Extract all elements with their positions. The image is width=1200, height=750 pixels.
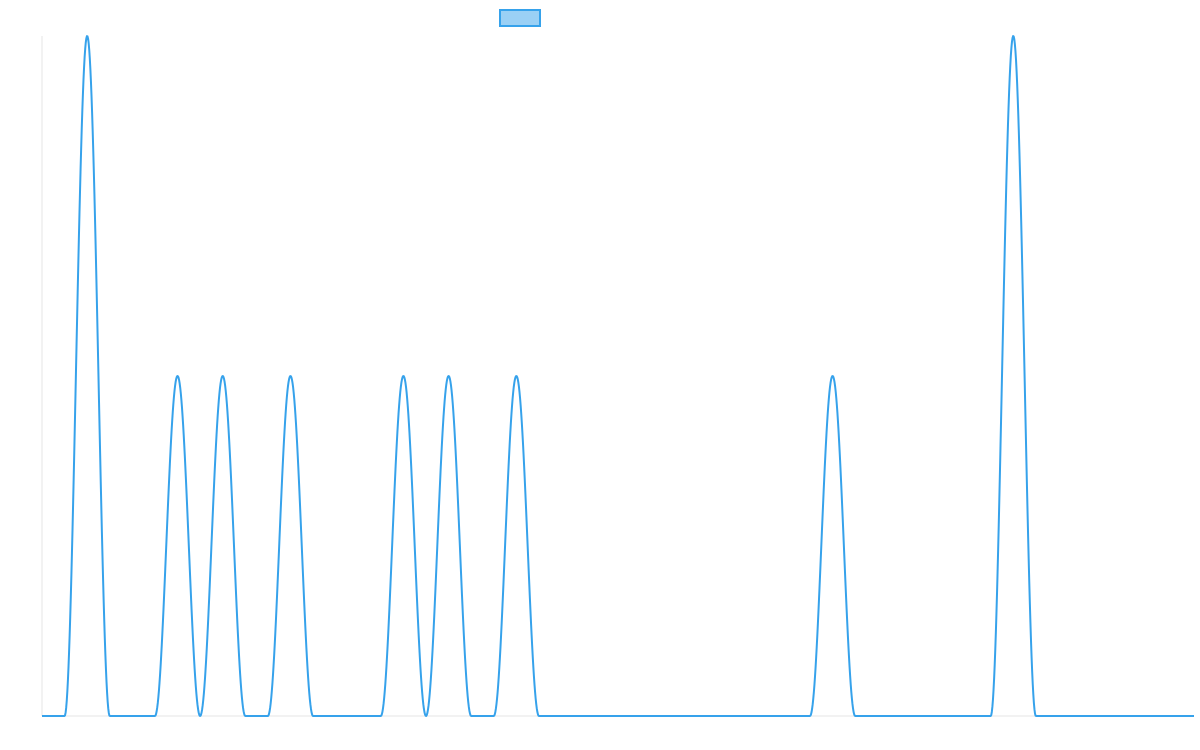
data-point-8[interactable]	[1010, 33, 1016, 39]
data-point-3[interactable]	[287, 373, 293, 379]
data-point-5[interactable]	[446, 373, 452, 379]
series-line-0[interactable]	[41, 35, 1195, 717]
legend[interactable]	[499, 9, 541, 27]
series-layer	[41, 33, 1195, 717]
data-point-7[interactable]	[830, 373, 836, 379]
data-point-2[interactable]	[220, 373, 226, 379]
axes	[41, 36, 1194, 717]
data-point-1[interactable]	[175, 373, 181, 379]
data-point-6[interactable]	[513, 373, 519, 379]
legend-swatch[interactable]	[499, 9, 541, 27]
data-point-4[interactable]	[400, 373, 406, 379]
data-point-0[interactable]	[84, 33, 90, 39]
